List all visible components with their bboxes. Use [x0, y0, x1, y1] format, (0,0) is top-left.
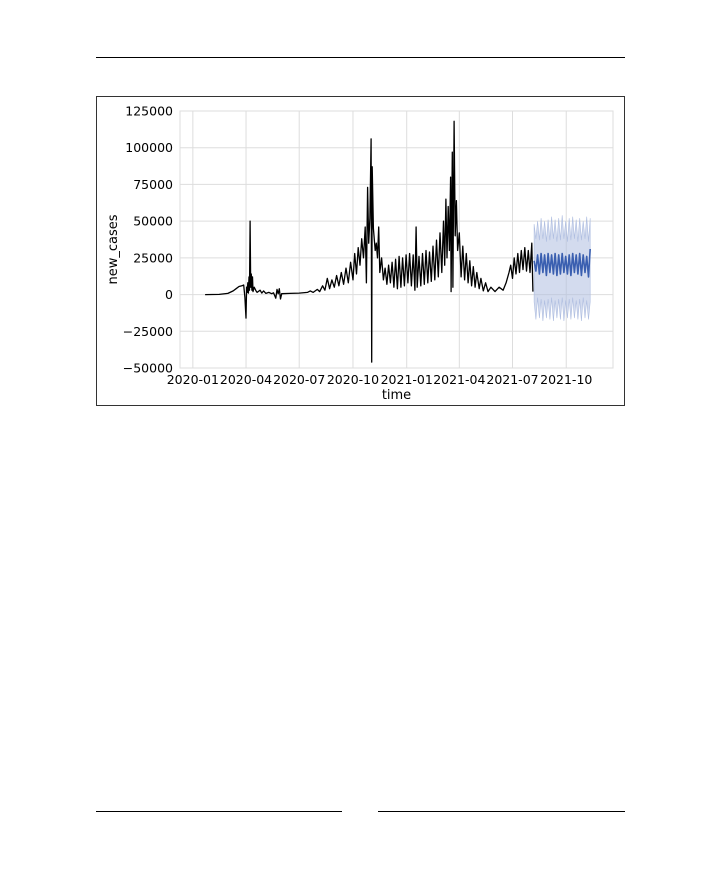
actual-line — [205, 120, 534, 363]
chart-canvas: 125000 100000 75000 50000 25000 0 −25000 −50000… — [106, 104, 614, 403]
x-tick-label: 2020-07 — [273, 372, 325, 387]
x-tick-label: 2021-04 — [433, 372, 485, 387]
x-tick-label: 2021-07 — [486, 372, 538, 387]
x-tick-label: 2021-01 — [381, 372, 433, 387]
forecast-interval-area — [533, 215, 591, 322]
y-tick-label: −25000 — [123, 324, 173, 339]
y-tick-label: 0 — [165, 287, 173, 302]
x-axis-label: time — [382, 388, 411, 403]
x-tick-label: 2020-01 — [167, 372, 219, 387]
x-tick-label: 2020-04 — [220, 372, 272, 387]
forecast-line — [533, 248, 591, 278]
page-top-rule — [96, 57, 625, 58]
chart-figure: 125000 100000 75000 50000 25000 0 −25000 −50000… — [96, 96, 625, 406]
y-tick-label: −50000 — [123, 361, 173, 376]
x-tick-label: 2020-10 — [327, 372, 379, 387]
y-axis-ticks: 125000 100000 75000 50000 25000 0 −25000 −50000 — [123, 104, 173, 376]
x-axis-ticks: 2020-01 2020-04 2020-07 2020-10 2021-01 2021-… — [167, 372, 593, 387]
y-axis-label: new_cases — [106, 214, 121, 284]
y-tick-label: 25000 — [133, 250, 173, 265]
y-tick-label: 75000 — [133, 177, 173, 192]
forecast-interval-band — [533, 215, 591, 322]
x-tick-label: 2021-10 — [540, 372, 592, 387]
page-bottom-rule-left — [96, 811, 342, 812]
y-tick-label: 125000 — [125, 104, 173, 119]
series-lines — [205, 120, 591, 363]
y-tick-label: 100000 — [125, 140, 173, 155]
y-tick-label: 50000 — [133, 214, 173, 229]
page-bottom-rule-right — [378, 811, 625, 812]
